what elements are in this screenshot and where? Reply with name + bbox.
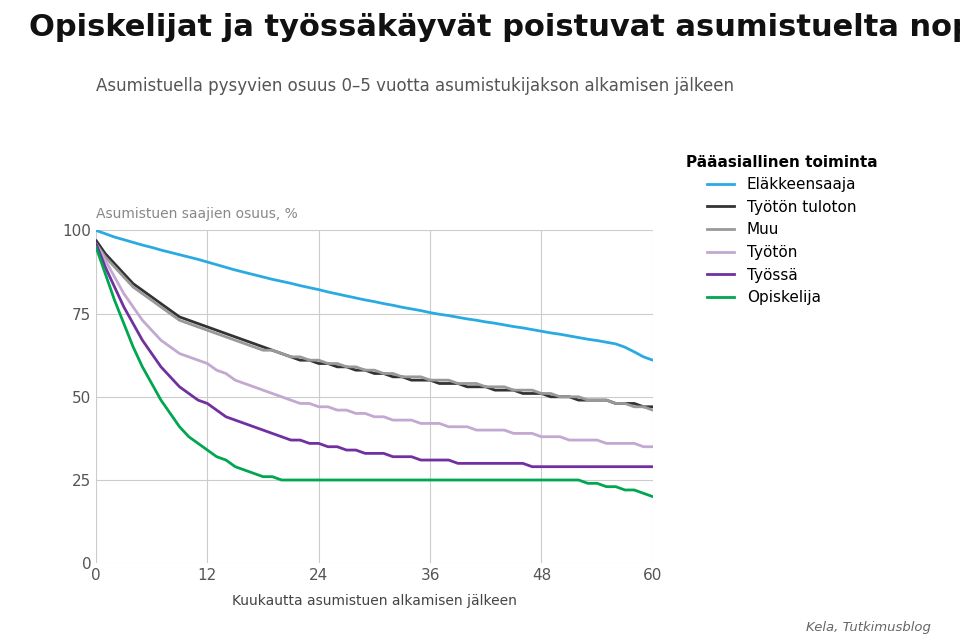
Line: Työtön tuloton: Työtön tuloton [96, 241, 653, 407]
Opiskelija [573, 476, 585, 484]
Opiskelija [647, 493, 659, 500]
Työssä [90, 240, 102, 248]
Työtön [202, 360, 213, 367]
Line: Muu: Muu [96, 244, 653, 410]
Työtön [387, 416, 398, 424]
Työtön [220, 370, 231, 378]
Legend: Eläkkeensaaja, Työtön tuloton, Muu, Työtön, Työssä, Opiskelija: Eläkkeensaaja, Työtön tuloton, Muu, Työt… [680, 148, 883, 312]
Muu [647, 406, 659, 414]
Työssä [582, 463, 593, 470]
Työtön tuloton [573, 396, 585, 404]
Eläkkeensaaja [424, 308, 436, 316]
Opiskelija [387, 476, 398, 484]
Text: Kela, Tutkimusblog: Kela, Tutkimusblog [806, 621, 931, 634]
Työtön [90, 240, 102, 248]
Työssä [647, 463, 659, 470]
Eläkkeensaaja [220, 264, 231, 271]
Opiskelija [285, 476, 297, 484]
Työtön tuloton [424, 376, 436, 384]
Muu [573, 393, 585, 401]
Text: Opiskelijat ja työssäkäyvät poistuvat asumistuelta nopeimmin: Opiskelijat ja työssäkäyvät poistuvat as… [29, 13, 960, 42]
Muu [202, 326, 213, 334]
Työtön [637, 443, 649, 451]
Työssä [202, 399, 213, 407]
Työtön [647, 443, 659, 451]
Eläkkeensaaja [647, 356, 659, 364]
Eläkkeensaaja [202, 258, 213, 266]
Työtön tuloton [637, 403, 649, 411]
Työssä [387, 453, 398, 461]
Työtön [573, 436, 585, 444]
Opiskelija [202, 446, 213, 454]
Muu [90, 240, 102, 248]
Työtön tuloton [647, 403, 659, 411]
Työtön [285, 396, 297, 404]
Työtön tuloton [90, 237, 102, 244]
Eläkkeensaaja [285, 280, 297, 287]
X-axis label: Kuukautta asumistuen alkamisen jälkeen: Kuukautta asumistuen alkamisen jälkeen [232, 594, 516, 608]
Line: Opiskelija: Opiskelija [96, 247, 653, 497]
Eläkkeensaaja [573, 333, 585, 341]
Työssä [220, 413, 231, 420]
Työssä [424, 456, 436, 464]
Työtön tuloton [202, 323, 213, 331]
Muu [285, 353, 297, 361]
Opiskelija [90, 243, 102, 251]
Työtön tuloton [220, 330, 231, 337]
Muu [424, 376, 436, 384]
Työtön tuloton [387, 373, 398, 381]
Text: Asumistuella pysyvien osuus 0–5 vuotta asumistukijakson alkamisen jälkeen: Asumistuella pysyvien osuus 0–5 vuotta a… [96, 77, 734, 95]
Line: Eläkkeensaaja: Eläkkeensaaja [96, 230, 653, 360]
Opiskelija [220, 456, 231, 464]
Eläkkeensaaja [90, 227, 102, 234]
Opiskelija [424, 476, 436, 484]
Muu [220, 333, 231, 340]
Muu [387, 370, 398, 378]
Työtön tuloton [285, 353, 297, 361]
Line: Työssä: Työssä [96, 244, 653, 467]
Eläkkeensaaja [387, 301, 398, 309]
Line: Työtön: Työtön [96, 244, 653, 447]
Text: Asumistuen saajien osuus, %: Asumistuen saajien osuus, % [96, 207, 298, 221]
Työssä [526, 463, 538, 470]
Työtön [424, 420, 436, 428]
Työssä [285, 436, 297, 444]
